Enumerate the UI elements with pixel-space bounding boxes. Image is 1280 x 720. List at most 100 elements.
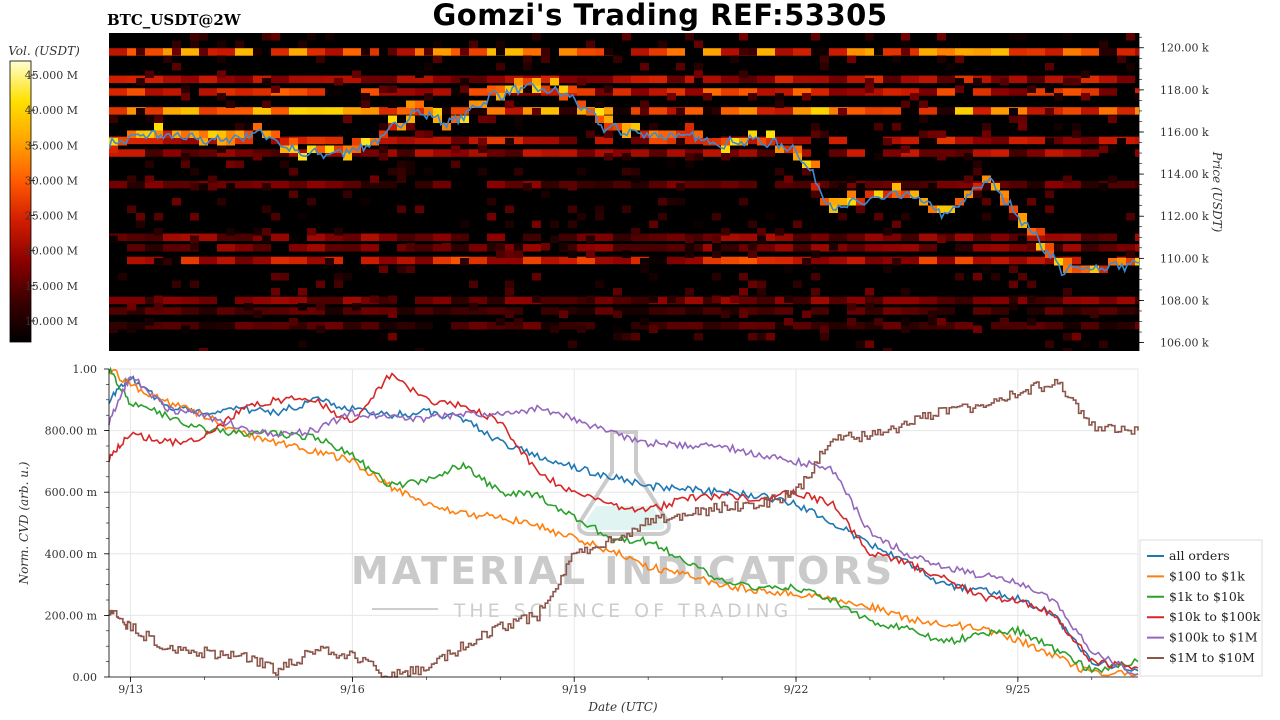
liquidity-cell (1000, 78, 1009, 86)
liquidity-band-cell (1045, 75, 1064, 84)
liquidity-band-cell (181, 149, 200, 157)
liquidity-cell (316, 325, 325, 333)
liquidity-cell (541, 243, 550, 251)
liquidity-band-cell (181, 48, 200, 56)
liquidity-band-cell (1099, 180, 1118, 189)
price-hot-cell (514, 78, 523, 86)
liquidity-cell (262, 78, 271, 86)
liquidity-band-cell (721, 149, 740, 157)
price-hot-cell (604, 123, 613, 131)
liquidity-cell (469, 280, 478, 288)
liquidity-cell (199, 348, 208, 351)
liquidity-cell (676, 183, 685, 191)
liquidity-cell (685, 243, 694, 251)
liquidity-band-cell (397, 256, 416, 265)
liquidity-cell (1090, 310, 1099, 318)
liquidity-cell (1063, 348, 1072, 351)
liquidity-band-cell (793, 88, 812, 96)
liquidity-band-cell (127, 244, 146, 252)
liquidity-band-cell (973, 107, 992, 115)
liquidity-cell (343, 273, 352, 281)
price-hot-cell (721, 138, 730, 146)
liquidity-cell (883, 228, 892, 236)
liquidity-band-cell (775, 180, 794, 189)
liquidity-cell (649, 123, 658, 131)
liquidity-band-cell (1099, 296, 1118, 305)
price-hot-cell (658, 130, 667, 138)
liquidity-cell (370, 175, 379, 183)
liquidity-band-cell (847, 48, 866, 56)
liquidity-cell (343, 115, 352, 123)
liquidity-cell (370, 295, 379, 303)
liquidity-band-cell (487, 256, 506, 265)
liquidity-cell (316, 303, 325, 311)
liquidity-band-cell (469, 307, 488, 315)
liquidity-cell (865, 340, 874, 348)
liquidity-cell (847, 55, 856, 63)
liquidity-band-cell (865, 136, 884, 145)
price-tick-label: 114.00 k (1160, 168, 1209, 181)
liquidity-band-cell (379, 233, 398, 242)
price-hot-cell (280, 138, 289, 146)
liquidity-cell (1126, 213, 1135, 221)
liquidity-cell (1027, 280, 1036, 288)
liquidity-cell (856, 183, 865, 191)
liquidity-band-cell (901, 296, 920, 305)
liquidity-cell (595, 205, 604, 213)
liquidity-cell (1081, 93, 1090, 101)
liquidity-cell (622, 205, 631, 213)
liquidity-band-cell (703, 307, 722, 315)
liquidity-cell (883, 138, 892, 146)
liquidity-cell (820, 55, 829, 63)
liquidity-band-cell (919, 256, 938, 265)
liquidity-band-cell (145, 180, 164, 189)
liquidity-band-cell (541, 180, 560, 189)
liquidity-band-cell (163, 321, 182, 330)
liquidity-band-cell (919, 136, 938, 145)
price-hot-cell (1036, 228, 1045, 236)
liquidity-band-cell (901, 48, 920, 56)
liquidity-band-cell (397, 307, 416, 315)
liquidity-band-cell (163, 88, 182, 96)
liquidity-band-cell (919, 233, 938, 242)
liquidity-band-cell (757, 307, 776, 315)
liquidity-cell (1009, 303, 1018, 311)
liquidity-band-cell (271, 256, 290, 265)
liquidity-band-cell (901, 88, 920, 96)
liquidity-band-cell (217, 88, 236, 96)
liquidity-cell (802, 258, 811, 266)
liquidity-band-cell (865, 244, 884, 252)
liquidity-cell (667, 198, 676, 206)
liquidity-band-cell (829, 149, 848, 157)
liquidity-band-cell (253, 307, 272, 315)
liquidity-cell (1072, 130, 1081, 138)
liquidity-cell (685, 288, 694, 296)
liquidity-band-cell (235, 149, 254, 157)
liquidity-cell (694, 220, 703, 228)
liquidity-band-cell (199, 149, 218, 157)
liquidity-band-cell (1099, 75, 1118, 84)
liquidity-cell (820, 333, 829, 341)
liquidity-cell (685, 235, 694, 243)
liquidity-band-cell (1063, 296, 1082, 305)
liquidity-band-cell (163, 256, 182, 265)
liquidity-cell (397, 160, 406, 168)
liquidity-band-cell (505, 180, 524, 189)
liquidity-cell (127, 205, 136, 213)
liquidity-band-cell (1081, 48, 1100, 56)
liquidity-band-cell (433, 233, 452, 242)
liquidity-cell (181, 153, 190, 161)
liquidity-band-cell (559, 321, 578, 330)
price-hot-cell (271, 130, 280, 138)
liquidity-band-cell (217, 149, 236, 157)
liquidity-cell (1126, 250, 1135, 258)
liquidity-band-cell (235, 107, 254, 115)
liquidity-band-cell (577, 136, 596, 145)
liquidity-cell (640, 63, 649, 71)
price-hot-cell (604, 115, 613, 123)
liquidity-cell (271, 288, 280, 296)
price-hot-cell (514, 85, 523, 93)
liquidity-cell (226, 228, 235, 236)
liquidity-band-cell (505, 321, 524, 330)
liquidity-band-cell (595, 244, 614, 252)
